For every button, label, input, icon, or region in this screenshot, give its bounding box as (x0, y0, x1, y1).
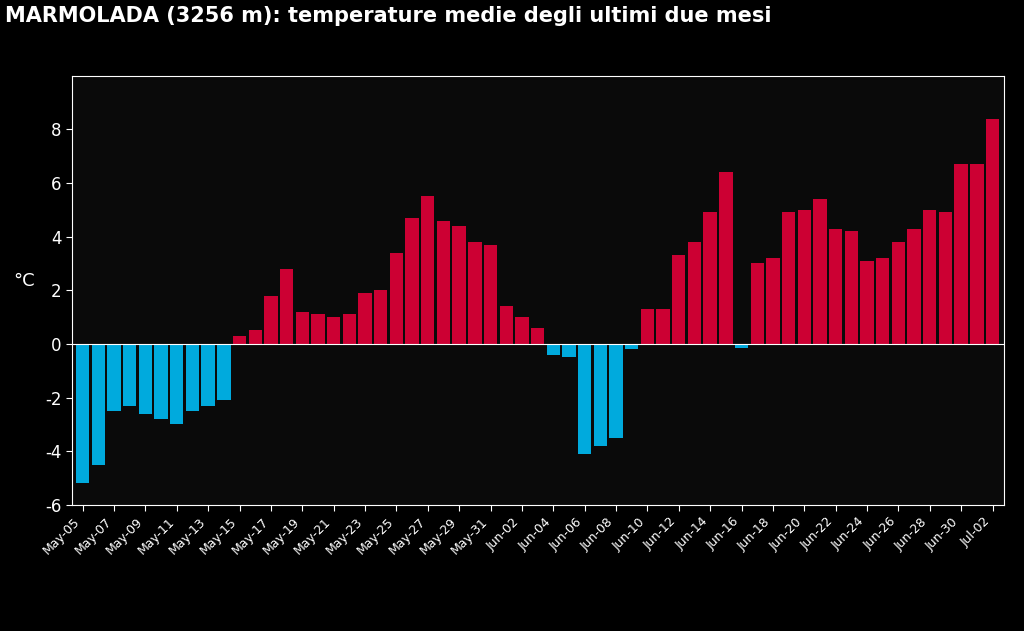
Bar (594, 344, 607, 445)
Bar (232, 336, 246, 344)
Bar (390, 252, 403, 344)
Bar (923, 209, 937, 344)
Bar (108, 344, 121, 411)
Bar (860, 261, 873, 344)
Bar (547, 344, 560, 355)
Bar (406, 218, 419, 344)
Bar (92, 344, 105, 464)
Bar (374, 290, 387, 344)
Bar (217, 344, 230, 400)
Bar (468, 242, 481, 344)
Bar (892, 242, 905, 344)
Bar (735, 344, 749, 348)
Bar (766, 258, 779, 344)
Bar (625, 344, 638, 349)
Bar (829, 228, 843, 344)
Bar (358, 293, 372, 344)
Bar (437, 220, 451, 344)
Bar (970, 164, 983, 344)
Bar (264, 295, 278, 344)
Bar (76, 344, 89, 483)
Bar (202, 344, 215, 406)
Bar (986, 119, 999, 344)
Bar (672, 256, 685, 344)
Bar (123, 344, 136, 406)
Bar (877, 258, 890, 344)
Bar (641, 309, 654, 344)
Bar (907, 228, 921, 344)
Bar (327, 317, 340, 344)
Bar (311, 314, 325, 344)
Bar (578, 344, 591, 454)
Bar (515, 317, 528, 344)
Bar (813, 199, 826, 344)
Bar (343, 314, 356, 344)
Bar (751, 264, 764, 344)
Text: MARMOLADA (3256 m): temperature medie degli ultimi due mesi: MARMOLADA (3256 m): temperature medie de… (5, 6, 772, 27)
Bar (484, 245, 498, 344)
Bar (296, 312, 309, 344)
Bar (798, 209, 811, 344)
Y-axis label: °C: °C (13, 272, 35, 290)
Bar (703, 213, 717, 344)
Bar (656, 309, 670, 344)
Bar (155, 344, 168, 419)
Bar (138, 344, 153, 414)
Bar (249, 331, 262, 344)
Bar (719, 172, 732, 344)
Bar (954, 164, 968, 344)
Bar (421, 196, 434, 344)
Bar (170, 344, 183, 424)
Bar (500, 307, 513, 344)
Bar (688, 242, 701, 344)
Bar (562, 344, 575, 357)
Bar (280, 269, 293, 344)
Bar (185, 344, 199, 411)
Bar (845, 232, 858, 344)
Bar (609, 344, 623, 438)
Bar (939, 213, 952, 344)
Bar (453, 226, 466, 344)
Bar (530, 327, 545, 344)
Bar (782, 213, 796, 344)
